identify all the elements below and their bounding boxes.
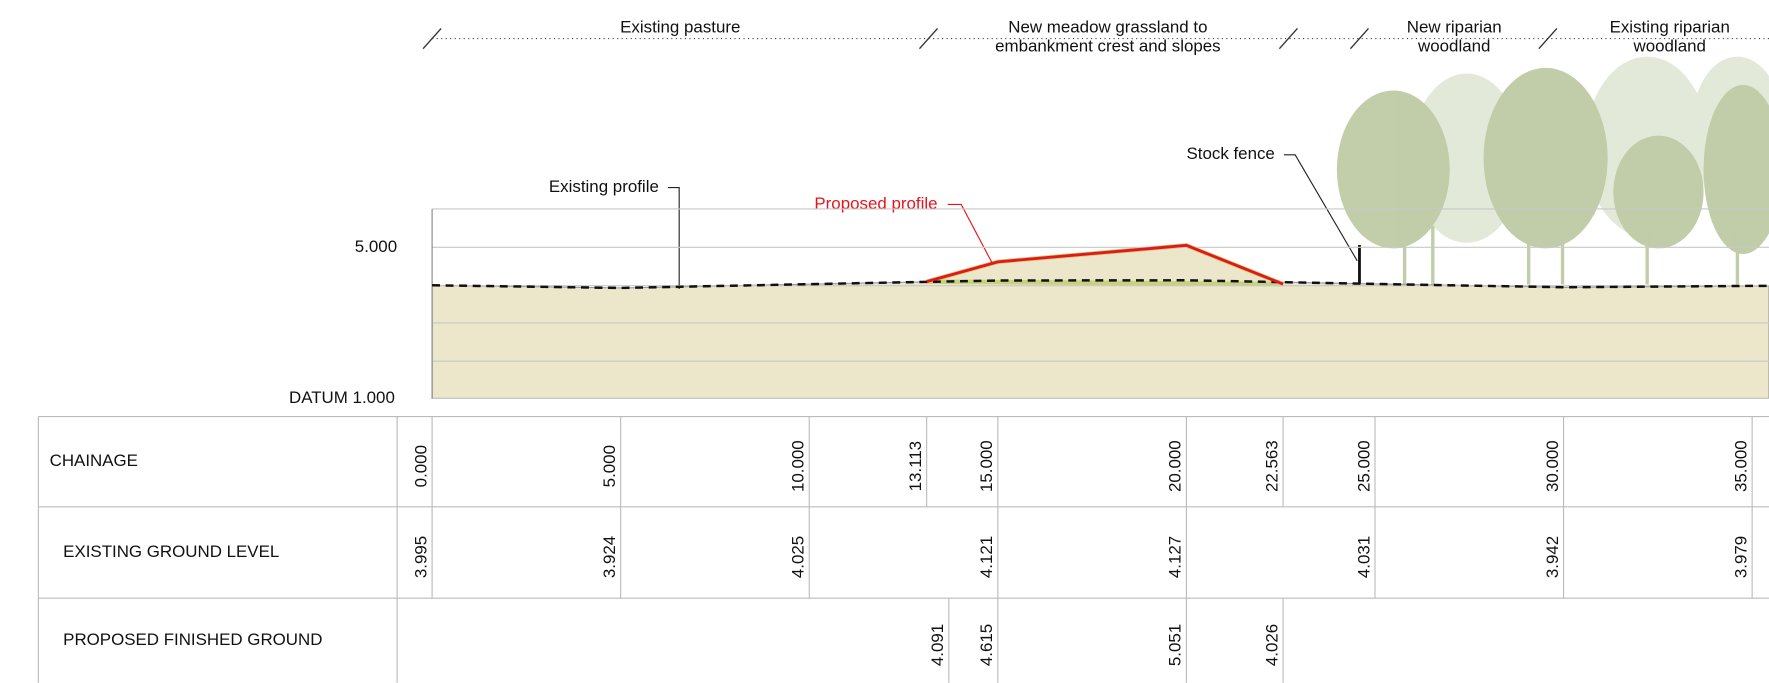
- zone-ticks: [422, 27, 1558, 50]
- zone-label: New riparian woodland: [1407, 18, 1502, 56]
- row-label: CHAINAGE: [50, 451, 138, 470]
- cell-value: 30.000: [1543, 440, 1562, 492]
- cell-value: 5.051: [1166, 624, 1185, 666]
- cell-value: 3.942: [1543, 536, 1562, 578]
- zone-label: New meadow grassland to embankment crest …: [995, 18, 1221, 56]
- cell-value: 20.000: [1166, 440, 1185, 492]
- cell-value: 4.615: [977, 624, 996, 666]
- cell-value: 4.091: [928, 624, 947, 666]
- existing-profile: [432, 279, 1769, 290]
- cell-value: 4.025: [789, 536, 808, 578]
- cell-value: 4.026: [1262, 624, 1281, 666]
- row-label: PROPOSED FINISHED GROUND: [63, 630, 322, 649]
- row-label: EXISTING GROUND LEVEL: [63, 542, 279, 561]
- ground: [431, 279, 1769, 400]
- cell-value: 4.031: [1354, 536, 1373, 578]
- cell-value: 4.127: [1166, 536, 1185, 578]
- leader: [947, 203, 994, 265]
- cell-value: 3.979: [1731, 536, 1750, 578]
- leader: [1283, 154, 1358, 262]
- cell-value: 5.000: [600, 445, 619, 487]
- zone-label: Existing pasture: [620, 18, 740, 37]
- annotation: Stock fence: [1187, 144, 1275, 163]
- cell-value: 3.924: [600, 536, 619, 578]
- cell-value: 4.121: [977, 536, 996, 578]
- leader: [667, 186, 680, 290]
- trees: [1336, 56, 1769, 285]
- cell-value: 10.000: [789, 440, 808, 492]
- cell-value: 35.000: [1731, 440, 1750, 492]
- cell-value: 3.995: [411, 536, 430, 578]
- datum-label: DATUM 1.000: [289, 388, 395, 407]
- cell-value: 0.000: [411, 445, 430, 487]
- proposed-profile: [926, 243, 1284, 286]
- cell-value: 22.563: [1262, 440, 1281, 492]
- cell-value: 15.000: [977, 440, 996, 492]
- level-label: 5.000: [355, 237, 397, 256]
- annotation: Proposed profile: [814, 194, 937, 213]
- cell-value: 25.000: [1354, 440, 1373, 492]
- cell-value: 13.113: [906, 441, 925, 491]
- annotation: Existing profile: [549, 177, 659, 196]
- zone-label: Existing riparian woodland: [1610, 18, 1730, 56]
